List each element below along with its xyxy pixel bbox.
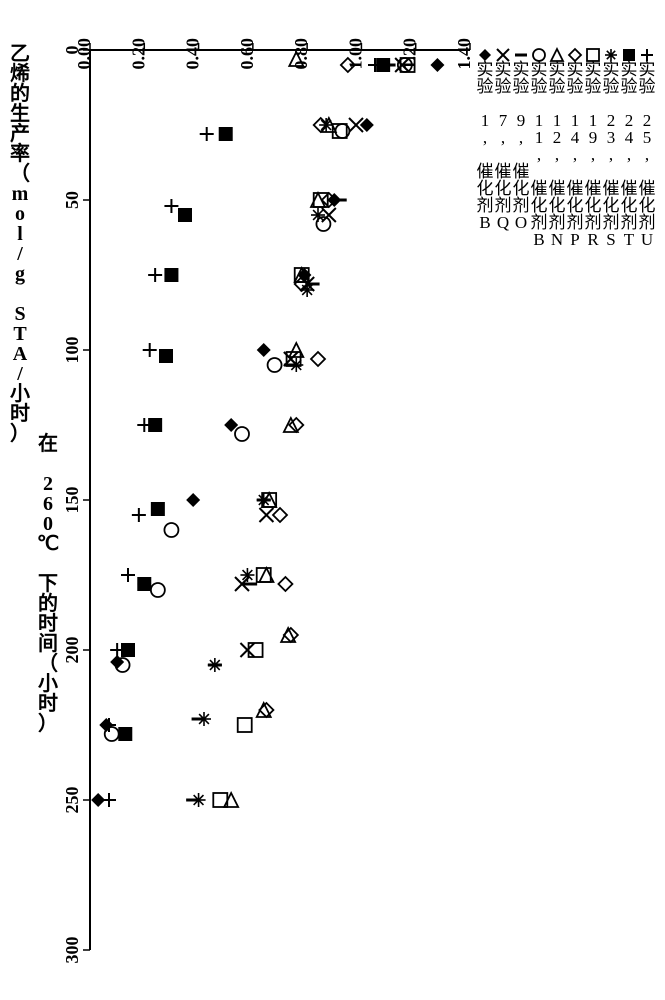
svg-text:率: 率 [10,141,30,165]
svg-text:的: 的 [38,591,58,615]
svg-text:验: 验 [621,77,638,96]
svg-text:（: （ [38,652,58,675]
svg-text:验: 验 [549,77,566,96]
svg-text:,: , [591,145,595,164]
svg-text:B: B [479,213,490,232]
series-s5 [224,52,336,807]
svg-text:B: B [533,230,544,249]
svg-text:,: , [609,145,613,164]
svg-text:验: 验 [603,77,620,96]
svg-text:,: , [483,128,487,147]
svg-text:验: 验 [477,77,494,96]
svg-text:2: 2 [43,473,53,495]
x-tick-label: 100 [62,337,82,364]
svg-text:U: U [641,230,653,249]
svg-text:下: 下 [38,573,58,595]
legend-entry: 实验 24, 催化剂T [621,49,638,249]
svg-text:时: 时 [38,612,58,635]
svg-text:小: 小 [10,382,30,405]
svg-text:P: P [570,230,579,249]
legend-entry: 实验 1, 催化剂B [477,49,494,232]
svg-text:小: 小 [38,672,58,695]
svg-text:验: 验 [567,77,584,96]
svg-text:R: R [587,230,599,249]
svg-text:N: N [551,230,563,249]
svg-text:/: / [16,363,23,385]
series-s6 [259,58,354,717]
svg-text:,: , [501,128,505,147]
svg-text:S: S [606,230,615,249]
svg-text:在: 在 [38,431,58,455]
svg-text:烯: 烯 [10,61,30,85]
svg-text:,: , [537,145,541,164]
legend-entry: 实验 12, 催化剂N [549,49,566,249]
svg-text:Q: Q [497,213,509,232]
svg-text:T: T [624,230,635,249]
svg-text:O: O [515,213,527,232]
y-tick-label: 0.40 [183,38,203,70]
y-tick-label: 0.60 [237,38,257,70]
chart-container: 0.000.200.400.600.801.001.201.4005010015… [0,0,665,1000]
legend-entry: 实验 14, 催化剂P [567,49,584,249]
x-tick-label: 150 [62,487,82,514]
series-s4 [105,58,412,741]
series-s1 [91,58,444,807]
svg-text:T: T [13,323,27,345]
svg-text:/: / [16,243,23,265]
series-s7 [213,58,414,807]
x-axis-label: 在 260℃ 下的时间（小时） [37,431,59,735]
svg-text:生: 生 [10,102,30,125]
svg-text:时: 时 [38,692,58,715]
legend-entry: 实验 7, 催化剂Q [495,49,512,232]
svg-text:验: 验 [585,77,602,96]
svg-text:验: 验 [531,77,548,96]
svg-text:）: ） [38,712,58,735]
series-s10 [102,58,382,807]
svg-text:,: , [627,145,631,164]
svg-text:,: , [555,145,559,164]
svg-text:（: （ [10,162,30,185]
series-s9 [118,58,390,741]
y-axis-label: 乙烯的生产率（mol/g STA/小时） [10,43,30,445]
svg-text:,: , [573,145,577,164]
legend-entry: 实验 25, 催化剂U [639,49,656,249]
x-tick-label: 0 [62,46,82,55]
series-s8 [192,118,334,807]
legend-entry: 实验 23, 催化剂S [603,49,620,249]
svg-text:的: 的 [10,81,30,105]
svg-text:间: 间 [38,632,58,655]
y-tick-label: 0.80 [291,38,311,70]
svg-text:m: m [12,183,29,205]
x-tick-label: 200 [62,637,82,664]
svg-text:S: S [14,303,25,325]
legend-entry: 实验 11, 催化剂B [531,49,548,249]
svg-text:验: 验 [639,77,656,96]
svg-text:,: , [645,145,649,164]
svg-text:0: 0 [43,513,53,535]
x-tick-label: 300 [62,937,82,964]
x-tick-label: 50 [62,191,82,209]
svg-text:l: l [17,223,23,245]
svg-text:6: 6 [43,493,53,515]
legend-entry: 实验 19, 催化剂R [585,49,602,249]
legend-entry: 实验 9, 催化剂O [513,55,530,232]
svg-text:,: , [519,128,523,147]
svg-text:℃: ℃ [37,533,59,555]
svg-text:时: 时 [10,402,30,425]
x-tick-label: 250 [62,787,82,814]
svg-text:产: 产 [10,121,30,145]
svg-text:o: o [15,203,25,225]
svg-text:验: 验 [513,77,530,96]
svg-text:）: ） [10,422,30,445]
svg-text:验: 验 [495,77,512,96]
svg-text:A: A [13,343,28,365]
svg-text:乙: 乙 [10,43,30,65]
svg-text:g: g [15,263,25,285]
y-tick-label: 0.20 [128,38,148,70]
y-tick-label: 1.40 [454,38,474,70]
scatter-chart: 0.000.200.400.600.801.001.201.4005010015… [0,0,665,1000]
